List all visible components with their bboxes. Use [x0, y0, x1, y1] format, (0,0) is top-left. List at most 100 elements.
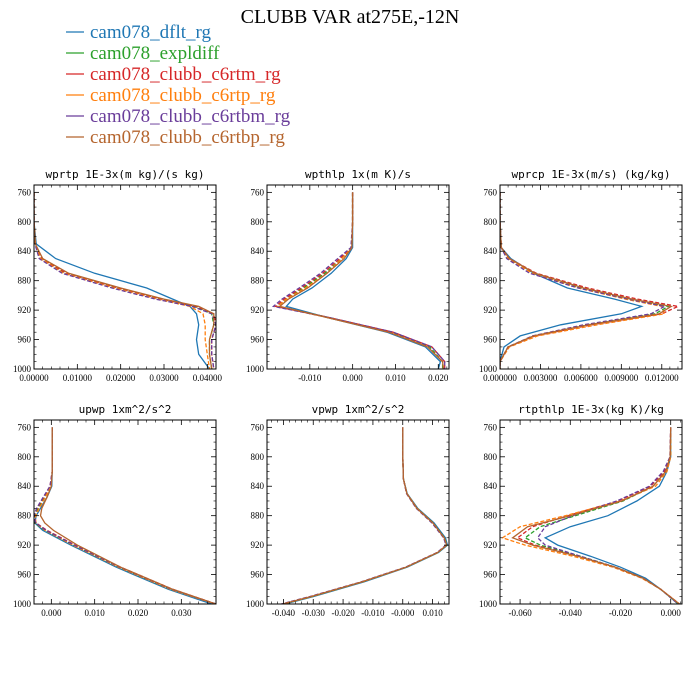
x-tick-label: 0.000	[41, 608, 62, 618]
y-tick-label: 920	[484, 540, 498, 550]
legend-label: cam078_expldiff	[90, 43, 220, 64]
panel-title: wprtp 1E-3x(m kg)/(s kg)	[46, 168, 205, 181]
series-line	[500, 192, 667, 369]
legend-label: cam078_clubb_c6rtp_rg	[90, 85, 276, 106]
y-tick-label: 760	[251, 187, 265, 197]
series-line	[500, 192, 673, 369]
plot-frame	[266, 184, 450, 370]
x-tick-label: -0.020	[331, 608, 355, 618]
series-group	[34, 192, 216, 369]
y-tick-label: 880	[18, 511, 32, 521]
y-tick-label: 1000	[13, 364, 32, 374]
series-line	[34, 192, 215, 369]
y-tick-label: 920	[18, 540, 32, 550]
plot-frame	[33, 419, 217, 605]
series-line	[516, 427, 680, 604]
panel-3: wprcp 1E-3x(m/s) (kg/kg) 760 800 840 880 920 9…	[479, 168, 683, 383]
x-tick-label: 0.03000	[149, 373, 179, 383]
series-line	[34, 427, 216, 604]
series-line	[283, 427, 448, 604]
x-tick-label: 0.010	[422, 608, 443, 618]
series-group	[34, 427, 216, 604]
panel-4: upwp 1xm^2/s^2 760 800 840 880 920 960 1000 0.00…	[13, 403, 217, 618]
y-tick-label: 760	[18, 187, 32, 197]
series-line	[281, 427, 448, 604]
series-line	[500, 192, 671, 369]
y-tick-label: 840	[18, 246, 32, 256]
legend-label: cam078_clubb_c6rtbm_rg	[90, 106, 291, 127]
x-tick-label: 0.02000	[106, 373, 136, 383]
series-group	[281, 427, 449, 604]
series-line	[500, 427, 680, 604]
series-line	[500, 192, 666, 369]
y-tick-label: 800	[251, 217, 265, 227]
y-tick-label: 960	[251, 335, 265, 345]
series-line	[282, 427, 448, 604]
series-line	[285, 192, 442, 369]
y-tick-label: 960	[18, 335, 32, 345]
x-tick-label: 0.020	[128, 608, 149, 618]
series-line	[281, 427, 447, 604]
x-tick-label: 0.010	[385, 373, 406, 383]
series-line	[282, 427, 448, 604]
x-tick-label: -0.040	[272, 608, 296, 618]
series-line	[536, 427, 679, 604]
y-tick-label: 800	[251, 452, 265, 462]
y-tick-label: 1000	[13, 599, 32, 609]
x-tick-label: 0.020	[428, 373, 449, 383]
x-tick-label: 0.010	[85, 608, 106, 618]
panel-1: wprtp 1E-3x(m kg)/(s kg) 760 800 840 880 920 9…	[13, 168, 222, 383]
x-tick-label: -0.000	[391, 608, 415, 618]
series-line	[543, 427, 679, 604]
y-tick-label: 880	[484, 511, 498, 521]
y-tick-label: 800	[484, 217, 498, 227]
series-line	[39, 427, 216, 604]
legend-label: cam078_clubb_c6rtbp_rg	[90, 127, 285, 148]
y-tick-label: 1000	[479, 599, 498, 609]
series-group	[271, 192, 446, 369]
x-tick-label: 0.003000	[524, 373, 558, 383]
y-tick-label: 880	[251, 276, 265, 286]
series-line	[34, 192, 216, 369]
legend-label: cam078_dflt_rg	[90, 22, 212, 43]
y-tick-label: 800	[484, 452, 498, 462]
panel-title: wpthlp 1x(m K)/s	[305, 168, 411, 181]
y-tick-label: 920	[484, 305, 498, 315]
y-tick-label: 840	[484, 481, 498, 491]
y-tick-label: 760	[484, 422, 498, 432]
panel-2: wpthlp 1x(m K)/s 760 800 840 880 920 960 1000 -0…	[246, 168, 450, 383]
series-line	[34, 192, 216, 369]
y-tick-label: 960	[251, 570, 265, 580]
series-line	[271, 192, 446, 369]
y-tick-label: 840	[18, 481, 32, 491]
y-tick-label: 920	[18, 305, 32, 315]
series-line	[523, 427, 679, 604]
plot-frame	[266, 419, 450, 605]
series-line	[511, 427, 680, 604]
panels: wprtp 1E-3x(m kg)/(s kg) 760 800 840 880 920 9…	[13, 168, 683, 618]
y-tick-label: 1000	[246, 364, 265, 374]
x-tick-label: -0.040	[559, 608, 583, 618]
series-group	[500, 427, 680, 604]
y-tick-label: 880	[251, 511, 265, 521]
x-tick-label: 0.04000	[193, 373, 223, 383]
y-tick-label: 760	[484, 187, 498, 197]
series-line	[278, 192, 445, 369]
y-tick-label: 880	[484, 276, 498, 286]
x-tick-label: 0.000	[343, 373, 364, 383]
y-tick-label: 800	[18, 217, 32, 227]
series-line	[35, 427, 216, 604]
series-line	[284, 427, 449, 604]
x-tick-label: 0.01000	[63, 373, 93, 383]
y-tick-label: 920	[251, 305, 265, 315]
series-line	[34, 427, 216, 604]
y-tick-label: 1000	[246, 599, 265, 609]
panel-5: vpwp 1xm^2/s^2 760 800 840 880 920 960 1000 -0.0…	[246, 403, 450, 618]
series-line	[34, 192, 211, 369]
x-tick-label: 0.006000	[564, 373, 598, 383]
y-tick-label: 880	[18, 276, 32, 286]
x-tick-label: 0.000	[661, 608, 682, 618]
x-tick-label: 0.000000	[483, 373, 517, 383]
